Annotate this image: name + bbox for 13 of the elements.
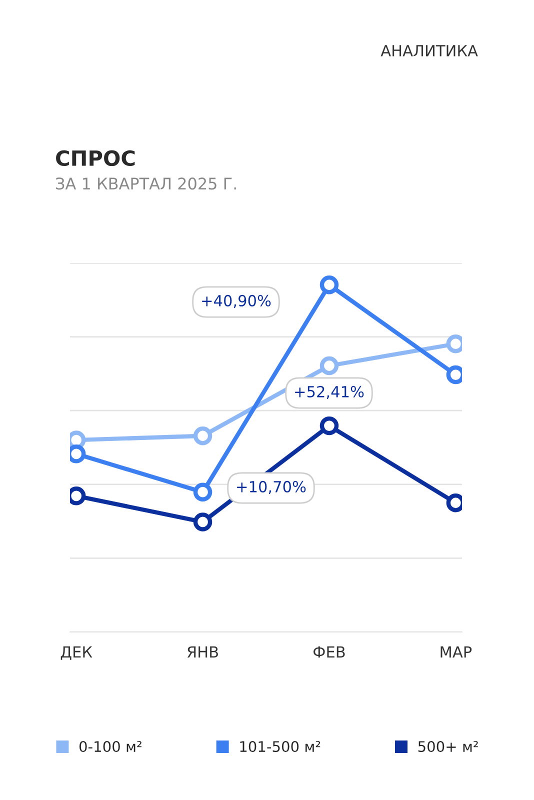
annotation: +52,41% xyxy=(295,386,364,399)
legend-label: 500+ м² xyxy=(418,741,478,752)
legend-label: 0-100 м² xyxy=(79,741,142,752)
x-tick-label: ЯНВ xyxy=(187,646,218,658)
x-tick-label: ДЕК xyxy=(60,646,92,660)
x-tick-label: ФЕВ xyxy=(313,646,345,658)
chart-title: СПРОС xyxy=(56,150,135,166)
annotation: +40,90% xyxy=(202,294,271,308)
annotation: +10,70% xyxy=(237,480,306,494)
legend-label: 101-500 м² xyxy=(240,741,320,752)
x-tick-label: МАР xyxy=(440,646,472,658)
text: АНАЛИТИКА xyxy=(380,45,478,56)
chart-subtitle: ЗА 1 КВАРТАЛ 2025 Г. xyxy=(56,178,236,190)
